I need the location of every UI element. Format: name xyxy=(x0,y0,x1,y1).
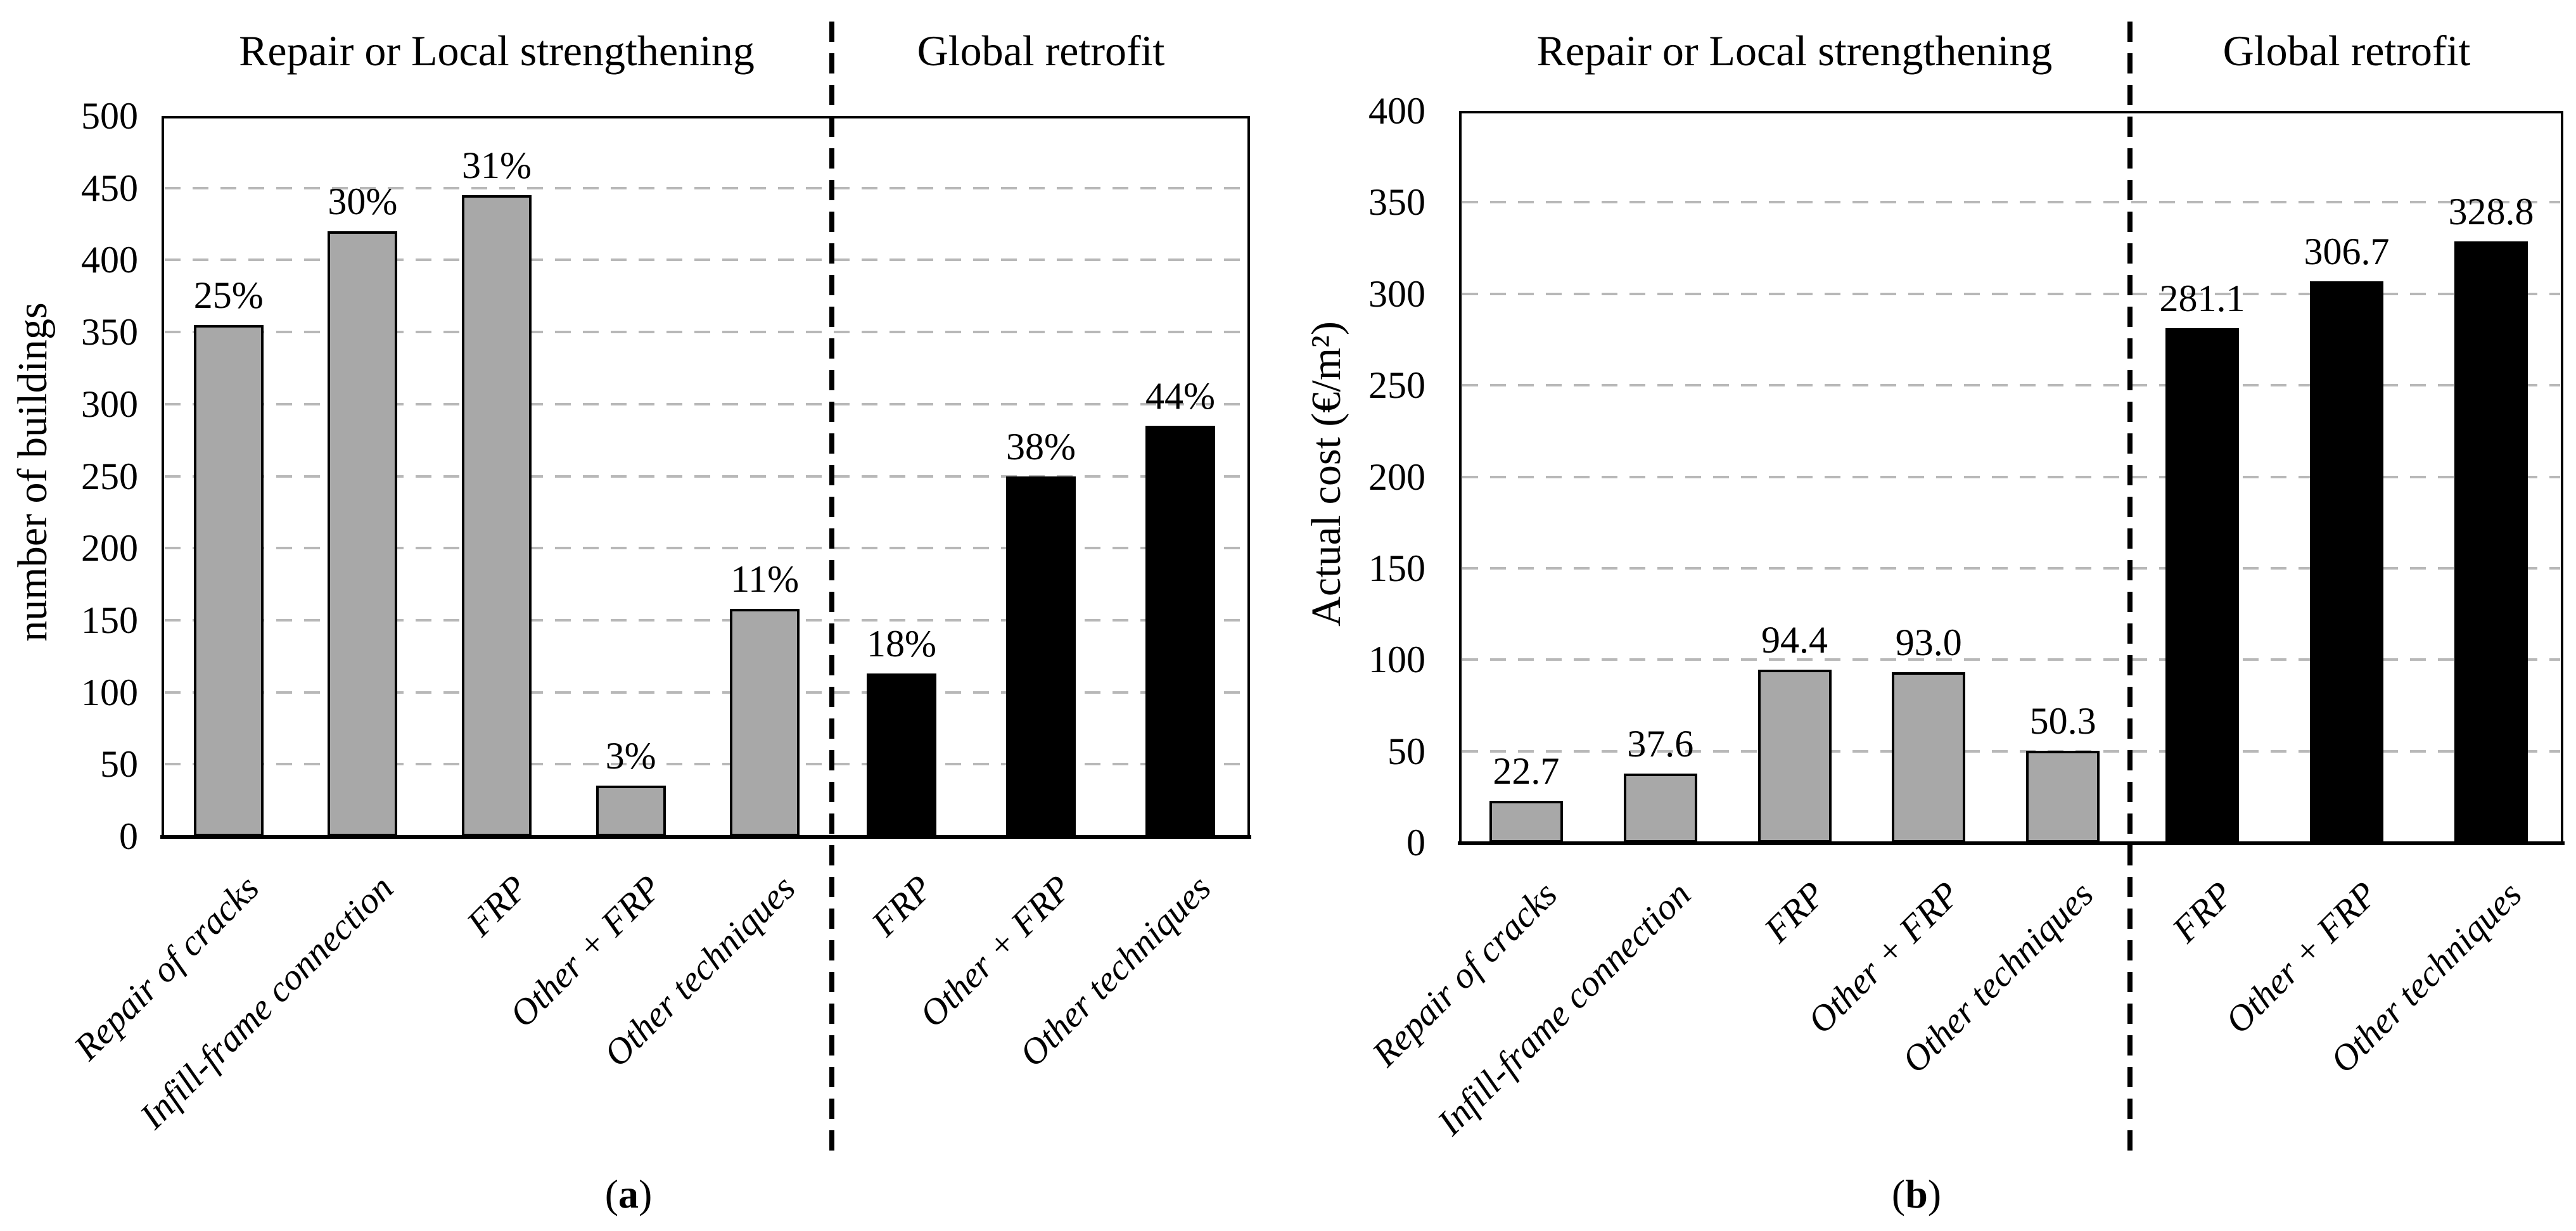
y-tick-label: 50 xyxy=(100,743,138,786)
bar-value-label: 30% xyxy=(328,180,398,222)
bar-value-label: 306.7 xyxy=(2304,231,2390,273)
bar xyxy=(328,231,398,836)
gridline xyxy=(165,763,1247,766)
gridline xyxy=(1462,201,2560,204)
y-tick-label: 200 xyxy=(1368,456,1425,498)
gridline xyxy=(1462,566,2560,570)
gridline xyxy=(1462,475,2560,478)
bar-value-label: 18% xyxy=(867,623,936,665)
section-title-repair-local-a: Repair or Local strengthening xyxy=(239,26,755,75)
gridline xyxy=(165,547,1247,550)
section-title-global-retrofit-b: Global retrofit xyxy=(2222,26,2471,75)
bar-value-label: 94.4 xyxy=(1761,619,1828,661)
x-axis-line-b xyxy=(1458,841,2565,845)
y-tick-label: 350 xyxy=(1368,181,1425,224)
y-tick-label: 400 xyxy=(81,239,138,281)
x-category-label-text: Infill-frame connection xyxy=(131,867,402,1137)
gridline xyxy=(165,618,1247,622)
x-category-label-text: FRP xyxy=(1756,873,1833,950)
bar-value-label: 11% xyxy=(730,558,800,600)
caption-letter-b: b xyxy=(1905,1171,1928,1216)
caption-paren-open-b: ( xyxy=(1891,1171,1906,1216)
gridline xyxy=(1462,749,2560,753)
y-tick-label: 50 xyxy=(1387,730,1425,772)
bar-value-label: 50.3 xyxy=(2029,699,2096,742)
gridline xyxy=(165,331,1247,334)
x-category-label-text: Infill-frame connection xyxy=(1429,873,1699,1143)
bar-value-label: 93.0 xyxy=(1895,622,1962,664)
bar xyxy=(730,608,800,836)
x-axis-line-a xyxy=(160,835,1251,839)
section-divider-b xyxy=(2127,22,2133,1159)
bar xyxy=(2454,241,2528,843)
y-tick-label: 0 xyxy=(119,815,138,857)
bar-value-label: 3% xyxy=(605,735,656,777)
y-tick-label: 250 xyxy=(1368,364,1425,407)
bar-value-label: 38% xyxy=(1006,425,1076,468)
bar xyxy=(1489,801,1563,843)
gridline xyxy=(165,186,1247,189)
bar xyxy=(867,673,936,836)
y-tick-label: 100 xyxy=(1368,639,1425,681)
section-title-global-retrofit-a: Global retrofit xyxy=(917,26,1165,75)
gridline xyxy=(1462,384,2560,387)
bar-value-label: 22.7 xyxy=(1493,750,1560,793)
bar xyxy=(1145,425,1215,836)
gridline xyxy=(165,475,1247,478)
bar xyxy=(1892,672,1966,843)
x-category-label-text: FRP xyxy=(2164,873,2241,950)
y-tick-label: 300 xyxy=(81,383,138,425)
bar xyxy=(2165,328,2239,843)
gridline xyxy=(1462,658,2560,661)
y-tick-label: 350 xyxy=(81,311,138,354)
caption-paren-close-a: ) xyxy=(639,1171,653,1216)
bar xyxy=(1006,476,1076,836)
caption-paren-open-a: ( xyxy=(604,1171,618,1216)
section-divider-a xyxy=(829,22,834,1159)
y-tick-label: 150 xyxy=(1368,547,1425,589)
bar-value-label: 328.8 xyxy=(2448,190,2534,233)
plot-area-b xyxy=(1459,111,2563,845)
y-tick-label: 500 xyxy=(81,95,138,137)
y-tick-label: 450 xyxy=(81,167,138,209)
bar xyxy=(193,324,264,836)
gridline xyxy=(1462,292,2560,295)
y-tick-label: 150 xyxy=(81,599,138,641)
caption-paren-close-b: ) xyxy=(1927,1171,1942,1216)
y-tick-label: 250 xyxy=(81,455,138,497)
x-category-label-text: FRP xyxy=(458,867,535,944)
bar-value-label: 31% xyxy=(462,144,532,187)
caption-letter-a: a xyxy=(618,1171,639,1216)
y-tick-label: 0 xyxy=(1406,822,1425,864)
y-tick-label: 300 xyxy=(1368,272,1425,315)
bar-value-label: 281.1 xyxy=(2159,277,2245,320)
bar xyxy=(596,786,666,836)
bar-value-label: 25% xyxy=(193,274,264,316)
panel-caption-a: (a) xyxy=(0,1171,1257,1218)
bar xyxy=(462,195,532,836)
panel-caption-b: (b) xyxy=(1288,1171,2545,1218)
x-category-label-text: FRP xyxy=(863,867,940,944)
gridline xyxy=(165,402,1247,405)
bar-value-label: 44% xyxy=(1145,374,1215,417)
gridline xyxy=(165,691,1247,694)
y-tick-label: 100 xyxy=(81,671,138,713)
bar xyxy=(2310,281,2383,843)
bar xyxy=(2026,750,2100,843)
y-tick-label: 400 xyxy=(1368,90,1425,132)
bar xyxy=(1757,670,1832,843)
bar-value-label: 37.6 xyxy=(1627,723,1694,765)
bar xyxy=(1623,774,1697,843)
gridline xyxy=(165,258,1247,262)
plot-area-a xyxy=(162,116,1250,839)
section-title-repair-local-b: Repair or Local strengthening xyxy=(1536,26,2053,75)
y-tick-label: 200 xyxy=(81,527,138,570)
